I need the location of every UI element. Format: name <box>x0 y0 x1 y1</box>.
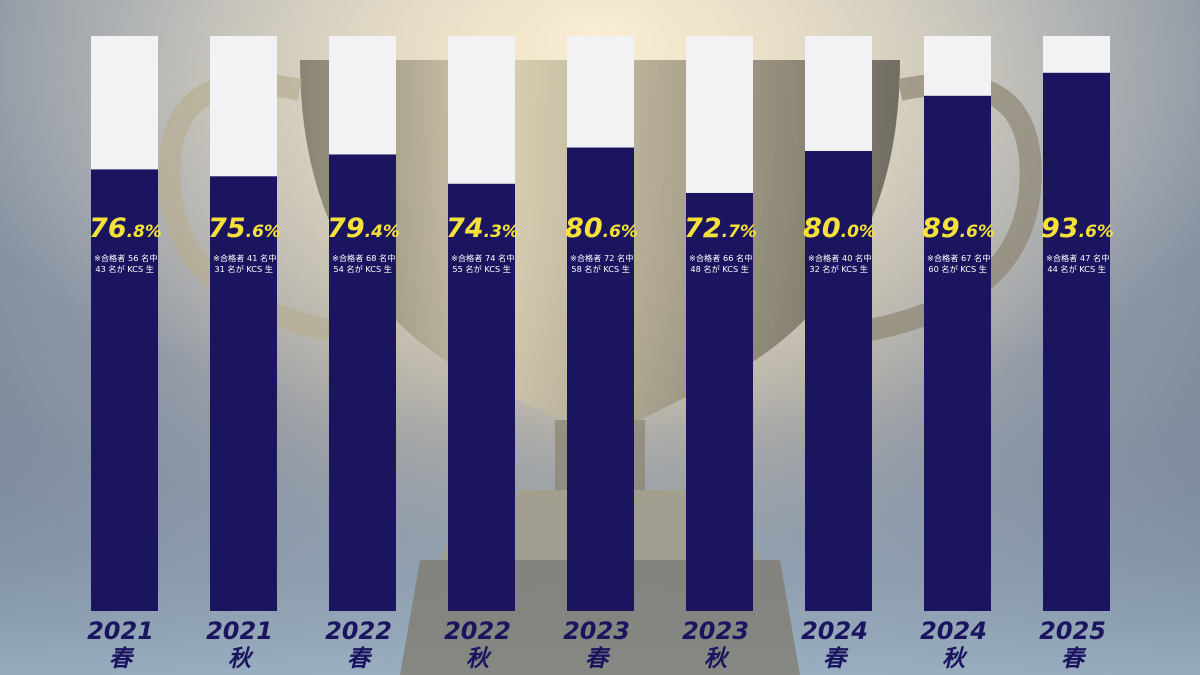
note-line-1: ※合格者 68 名中 <box>332 253 395 263</box>
note-line-2: 60 名が KCS 生 <box>928 264 987 274</box>
percentage-decimal: .7% <box>722 222 757 242</box>
note-line-1: ※合格者 72 名中 <box>570 253 633 263</box>
x-tick-season: 秋 <box>942 646 968 672</box>
note-line-2: 48 名が KCS 生 <box>690 264 749 274</box>
x-tick-season: 春 <box>585 646 611 672</box>
x-tick-year: 2024 <box>920 617 987 645</box>
x-tick-season: 春 <box>347 646 373 672</box>
x-tick-year: 2022 <box>325 617 392 645</box>
percentage-integer: 72 <box>684 213 722 244</box>
x-tick-year: 2024 <box>801 617 868 645</box>
x-tick-year: 2022 <box>444 617 511 645</box>
percentage-decimal: .4% <box>365 222 400 242</box>
bar-value <box>448 183 515 611</box>
bar-value <box>91 169 158 611</box>
x-tick-season: 春 <box>1061 646 1087 672</box>
percentage-label: 93.6% <box>1041 213 1114 244</box>
percentage-label: 89.6% <box>922 213 995 244</box>
percentage-integer: 80 <box>803 213 841 244</box>
note-line-1: ※合格者 41 名中 <box>213 253 276 263</box>
percentage-label: 79.4% <box>327 213 400 244</box>
percentage-decimal: .6% <box>246 222 281 242</box>
percentage-decimal: .6% <box>603 222 638 242</box>
note-line-1: ※合格者 56 名中 <box>94 253 157 263</box>
bar-value <box>329 154 396 611</box>
x-tick-season: 春 <box>823 646 849 672</box>
percentage-label: 72.7% <box>684 213 757 244</box>
bar-value <box>805 151 872 611</box>
x-tick-year: 2021 <box>87 617 154 645</box>
x-tick-year: 2021 <box>206 617 273 645</box>
bar-value <box>567 147 634 612</box>
bar-value <box>686 192 753 611</box>
percentage-integer: 79 <box>327 213 365 244</box>
note-line-2: 58 名が KCS 生 <box>571 264 630 274</box>
note-line-1: ※合格者 47 名中 <box>1046 253 1109 263</box>
bar-value <box>1043 72 1110 612</box>
percentage-integer: 74 <box>446 213 484 244</box>
percentage-label: 75.6% <box>208 213 281 244</box>
percentage-integer: 76 <box>89 213 127 244</box>
note-line-2: 32 名が KCS 生 <box>809 264 868 274</box>
note-line-2: 44 名が KCS 生 <box>1047 264 1106 274</box>
x-tick-year: 2023 <box>563 617 630 645</box>
x-tick-year: 2023 <box>682 617 749 645</box>
percentage-label: 74.3% <box>446 213 519 244</box>
note-line-1: ※合格者 66 名中 <box>689 253 752 263</box>
note-line-2: 43 名が KCS 生 <box>95 264 154 274</box>
percentage-label: 80.6% <box>565 213 638 244</box>
x-tick-season: 秋 <box>228 646 254 672</box>
bar-value <box>210 176 277 612</box>
percentage-decimal: .6% <box>960 222 995 242</box>
percentage-integer: 80 <box>565 213 603 244</box>
note-line-2: 54 名が KCS 生 <box>333 264 392 274</box>
x-tick-season: 秋 <box>704 646 730 672</box>
percentage-label: 80.0% <box>803 213 876 244</box>
x-tick-year: 2025 <box>1039 617 1106 645</box>
note-line-1: ※合格者 67 名中 <box>927 253 990 263</box>
note-line-2: 55 名が KCS 生 <box>452 264 511 274</box>
note-line-2: 31 名が KCS 生 <box>214 264 273 274</box>
percentage-integer: 93 <box>1041 213 1079 244</box>
percentage-decimal: .0% <box>841 222 876 242</box>
percentage-decimal: .6% <box>1079 222 1114 242</box>
percentage-decimal: .8% <box>127 222 162 242</box>
percentage-decimal: .3% <box>484 222 519 242</box>
x-tick-season: 秋 <box>466 646 492 672</box>
bar-value <box>924 95 991 612</box>
percentage-integer: 75 <box>208 213 246 244</box>
note-line-1: ※合格者 74 名中 <box>451 253 514 263</box>
percentage-label: 76.8% <box>89 213 162 244</box>
x-tick-season: 春 <box>109 646 135 672</box>
note-line-1: ※合格者 40 名中 <box>808 253 871 263</box>
percentage-integer: 89 <box>922 213 960 244</box>
